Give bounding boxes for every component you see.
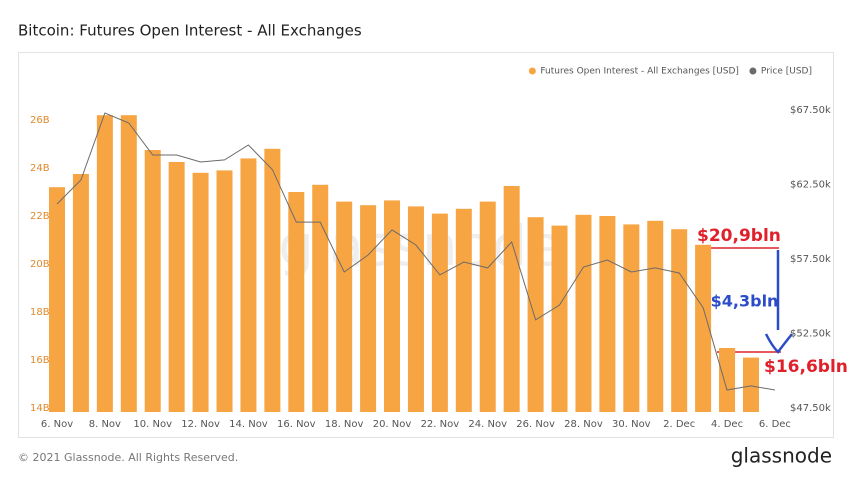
bar: [695, 244, 712, 412]
arrow-head: [764, 333, 793, 354]
bar: [742, 357, 759, 412]
y-tick-label: 20B: [30, 259, 50, 270]
bar: [503, 186, 520, 412]
bar: [647, 220, 664, 412]
price-line: [56, 112, 775, 391]
x-tick-label: 8. Nov: [89, 419, 121, 430]
bar: [575, 214, 592, 412]
legend-swatch: [528, 67, 536, 75]
bar: [72, 174, 89, 412]
legend-label: Futures Open Interest - All Exchanges [U…: [540, 67, 739, 77]
bar: [49, 187, 65, 412]
chart-frame: [18, 52, 834, 438]
bar: [96, 115, 113, 412]
bar: [719, 348, 736, 412]
chart-title: Bitcoin: Futures Open Interest - All Exc…: [18, 22, 362, 40]
bar: [216, 170, 233, 412]
x-tick-label: 6. Dec: [759, 419, 791, 430]
x-tick-label: 30. Nov: [612, 419, 651, 430]
bar: [407, 206, 424, 412]
y-tick-label: 14B: [30, 403, 50, 414]
x-tick-label: 18. Nov: [325, 419, 364, 430]
legend-swatch: [749, 67, 757, 75]
bar: [455, 208, 472, 412]
bar: [312, 184, 329, 412]
y-tick-label: 26B: [30, 115, 50, 126]
bar: [264, 148, 281, 413]
annotation: $20,9bln: [697, 226, 781, 246]
bar: [288, 192, 305, 412]
x-tick-label: 14. Nov: [229, 419, 268, 430]
x-tick-label: 20. Nov: [373, 419, 412, 430]
x-tick-label: 22. Nov: [421, 419, 460, 430]
y2-tick-label: $67.50k: [790, 105, 831, 116]
bar: [623, 224, 640, 412]
bar: [168, 162, 185, 412]
bar: [671, 229, 688, 412]
y2-tick-label: $47.50k: [790, 403, 831, 414]
y2-tick-label: $57.50k: [790, 254, 831, 265]
x-tick-label: 10. Nov: [133, 419, 172, 430]
bar: [336, 201, 353, 412]
y-tick-label: 24B: [30, 163, 50, 174]
x-tick-label: 2. Dec: [663, 419, 695, 430]
bar: [384, 200, 401, 412]
logo: glassnode: [731, 444, 832, 468]
x-tick-label: 12. Nov: [181, 419, 220, 430]
y-tick-label: 16B: [30, 355, 50, 366]
y-tick-label: 18B: [30, 307, 50, 318]
annotation: $16,6bln: [764, 357, 848, 377]
bar: [360, 205, 377, 412]
footer: © 2021 Glassnode. All Rights Reserved.: [18, 451, 238, 464]
bar: [479, 201, 496, 412]
x-tick-label: 16. Nov: [277, 419, 316, 430]
bar: [527, 217, 544, 412]
annotation: -$4,3bln: [704, 292, 778, 311]
bar: [144, 150, 161, 412]
x-tick-label: 4. Dec: [711, 419, 743, 430]
x-tick-label: 28. Nov: [564, 419, 603, 430]
bar: [120, 115, 137, 412]
bar: [551, 225, 568, 412]
x-tick-label: 6. Nov: [41, 419, 73, 430]
y2-tick-label: $62.50k: [790, 180, 831, 191]
x-tick-label: 26. Nov: [516, 419, 555, 430]
bar: [599, 216, 616, 412]
y-tick-label: 22B: [30, 211, 50, 222]
y2-tick-label: $52.50k: [790, 329, 831, 340]
x-tick-label: 24. Nov: [468, 419, 507, 430]
bar: [192, 172, 209, 412]
legend-label: Price [USD]: [761, 67, 812, 77]
bar: [431, 213, 448, 412]
bar: [240, 158, 257, 412]
